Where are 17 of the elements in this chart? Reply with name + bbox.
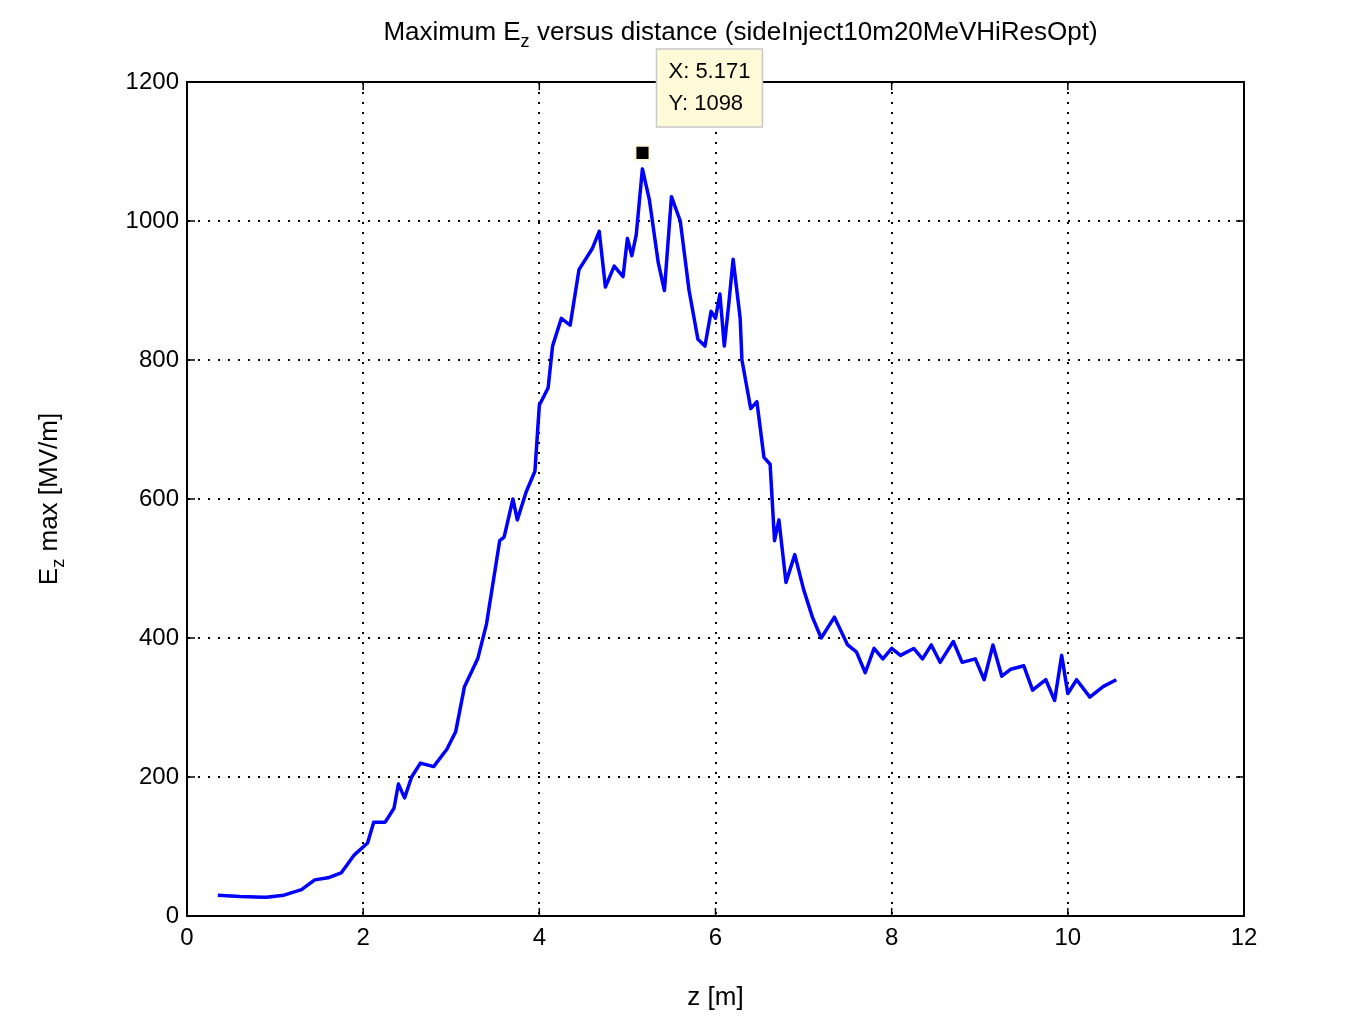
x-tick-label: 2: [356, 923, 370, 951]
y-tick-label: 0: [165, 900, 179, 928]
y-tick-label: 800: [138, 344, 179, 372]
y-tick-label: 600: [138, 483, 179, 511]
x-axis-title: z [m]: [687, 981, 744, 1012]
x-tick-label: 8: [884, 923, 899, 951]
y-tick-label: 400: [138, 622, 179, 650]
x-tick-label: 10: [1054, 923, 1082, 951]
x-tick-label: 6: [708, 923, 723, 951]
x-tick-label: 12: [1230, 923, 1258, 951]
annotation: X: 5.171: [668, 57, 751, 83]
y-tick-label: 1000: [125, 205, 179, 233]
y-tick-label: 200: [138, 761, 179, 789]
y-tick-label: 1200: [125, 66, 179, 94]
x-tick-label: 4: [532, 923, 547, 951]
annotation: Y: 1098: [668, 89, 744, 115]
y-axis-title: Ez max [MV/m]: [33, 412, 69, 586]
